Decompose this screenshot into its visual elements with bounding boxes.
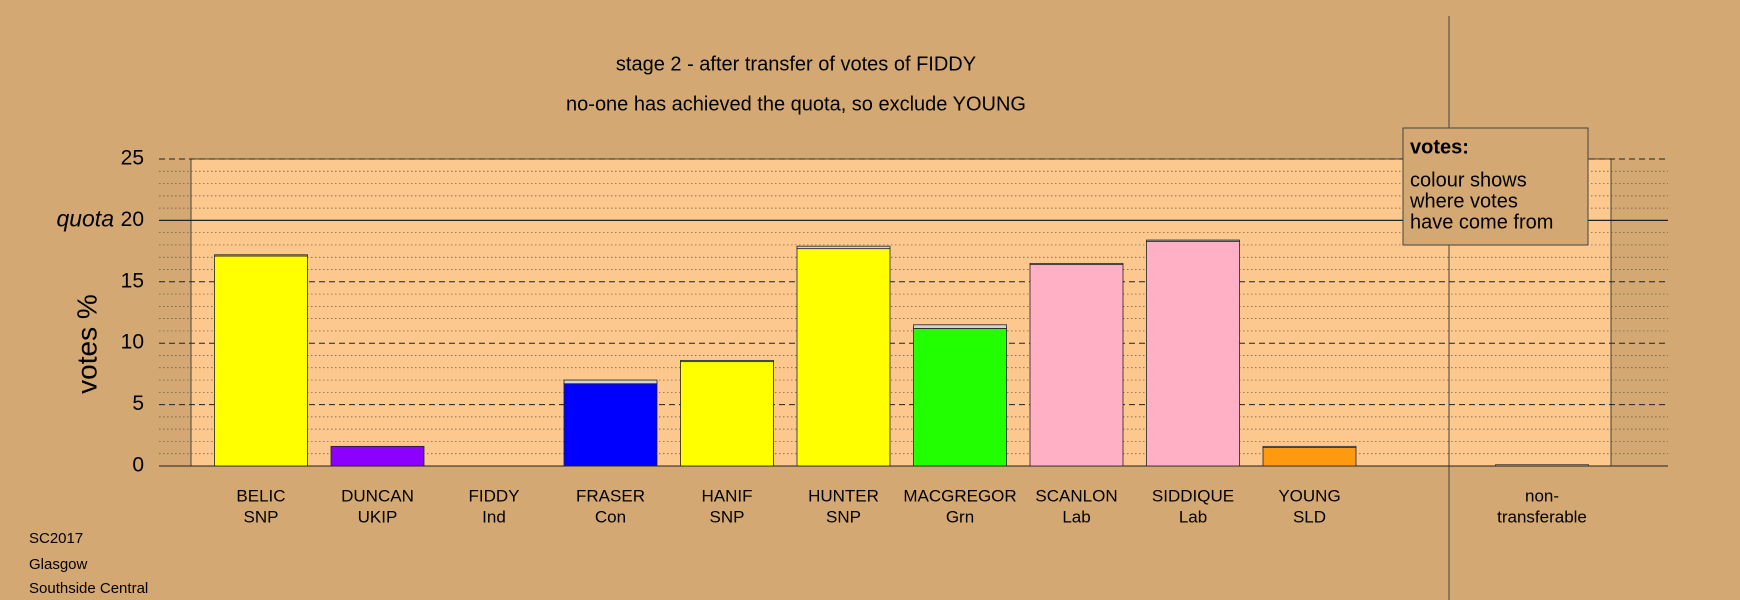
bar-segment xyxy=(214,255,308,467)
x-tick-sublabel: Lab xyxy=(1179,507,1207,526)
x-tick-sublabel: Ind xyxy=(482,507,506,526)
x-tick-sublabel: SNP xyxy=(826,507,861,526)
x-tick-sublabel: transferable xyxy=(1497,507,1587,526)
bar-segment xyxy=(330,445,425,467)
x-tick-label: FRASER xyxy=(576,486,645,505)
bar-segment xyxy=(680,359,774,363)
y-axis-label: votes % xyxy=(71,294,102,394)
bar-segment xyxy=(1029,264,1124,467)
bar-segment xyxy=(563,379,658,385)
x-tick-label: FIDDY xyxy=(469,486,520,505)
plot-area xyxy=(190,158,1612,467)
bar-segment xyxy=(913,324,1007,329)
x-tick-label: SCANLON xyxy=(1035,486,1117,505)
quota-label: quota xyxy=(56,205,114,231)
x-tick-label: BELIC xyxy=(236,486,285,505)
x-tick-sublabel: SLD xyxy=(1293,507,1326,526)
x-tick-label: non- xyxy=(1525,486,1559,505)
bar-segment xyxy=(563,383,658,467)
y-tick-label: 5 xyxy=(132,392,144,415)
bar-segment xyxy=(1262,445,1357,448)
legend-title: votes: xyxy=(1410,136,1469,158)
bar-segment xyxy=(796,245,891,250)
bar-segment xyxy=(214,254,308,257)
y-tick-label: 0 xyxy=(132,454,144,477)
legend-box xyxy=(1402,127,1589,246)
footer-text: Glasgow xyxy=(29,556,88,573)
x-tick-label: MACGREGOR xyxy=(903,486,1016,505)
x-tick-sublabel: SNP xyxy=(244,507,279,526)
footer-text: Southside Central xyxy=(29,580,148,597)
legend-text: where votes xyxy=(1409,190,1518,212)
y-tick-label: 25 xyxy=(121,147,144,170)
bar-segment xyxy=(1495,464,1589,467)
y-tick-label: 10 xyxy=(121,331,144,354)
marks: 0 5 10 15 20 25 quota BELIC SNP DUNCAN UKIP FIDDY In… xyxy=(56,147,1668,526)
legend-text: have come from xyxy=(1410,211,1553,233)
bar-segment xyxy=(680,361,774,467)
x-tick-label: YOUNG xyxy=(1278,486,1340,505)
bar-segment xyxy=(1262,447,1357,467)
chart-title: stage 2 - after transfer of votes of FID… xyxy=(616,53,976,75)
bar-segment xyxy=(913,328,1007,467)
x-tick-sublabel: SNP xyxy=(710,507,745,526)
chart-subtitle: no-one has achieved the quota, so exclud… xyxy=(566,93,1026,115)
x-tick-label: SIDDIQUE xyxy=(1152,486,1234,505)
y-tick-label: 15 xyxy=(121,269,144,292)
bar-segment xyxy=(1029,262,1124,266)
x-tick-sublabel: Grn xyxy=(946,507,974,526)
footer-text: SC2017 xyxy=(29,530,83,547)
bar-segment xyxy=(796,248,891,467)
bar-segment xyxy=(1146,239,1240,242)
x-tick-sublabel: Con xyxy=(595,507,626,526)
x-tick-sublabel: UKIP xyxy=(358,507,398,526)
y-tick-label: 20 xyxy=(121,208,144,231)
bar-segment xyxy=(1146,240,1240,467)
x-tick-label: HANIF xyxy=(702,486,753,505)
x-tick-label: DUNCAN xyxy=(341,486,414,505)
x-tick-sublabel: Lab xyxy=(1062,507,1090,526)
x-tick-label: HUNTER xyxy=(808,486,879,505)
legend-text: colour shows xyxy=(1410,169,1527,191)
